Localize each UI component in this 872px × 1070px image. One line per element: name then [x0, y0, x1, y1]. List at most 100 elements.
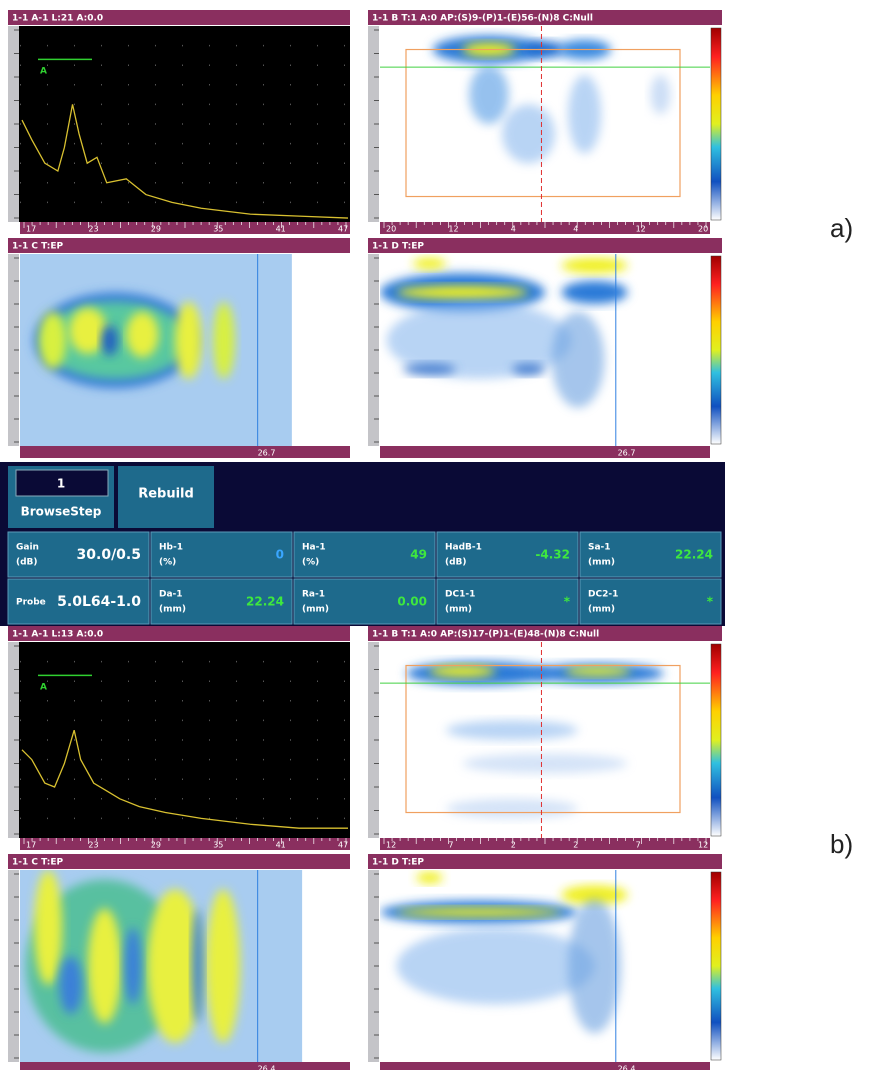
axis-label: 35 [213, 225, 223, 234]
panel-title: 1-1 C T:EP [12, 858, 64, 868]
echo-blob [565, 667, 631, 677]
axis-label: 41 [276, 841, 286, 850]
axis-label: 29 [151, 225, 161, 234]
axis-label: 29 [151, 841, 161, 850]
screenshot: 1-1 A-1 L:21 A:0.0A1723293541471-1 B T:1… [0, 0, 872, 1070]
parameter-label: Hb-1 [159, 543, 183, 553]
cursor-label: 26.4 [258, 1065, 276, 1070]
parameter-value: 49 [410, 548, 427, 562]
panel-title: 1-1 C T:EP [12, 242, 64, 252]
echo-blob [397, 907, 562, 917]
panel-title: 1-1 B T:1 A:0 AP:(S)9-(P)1-(E)56-(N)8 C:… [372, 14, 593, 24]
parameter-label: Da-1 [159, 590, 183, 600]
echo-blob [397, 928, 595, 1005]
echo-blob [192, 908, 203, 1023]
echo-blob [39, 312, 66, 370]
echo-blob [397, 286, 529, 299]
parameter-label: Probe [16, 598, 46, 608]
axis-bar [20, 1062, 350, 1070]
parameter-unit: (%) [302, 558, 319, 568]
parameter-label: Ra-1 [302, 590, 325, 600]
view-label: b) [830, 829, 853, 859]
parameter-value: 0.00 [397, 595, 427, 609]
echo-blob [446, 799, 578, 819]
scan-image [20, 870, 302, 1062]
parameter-unit: (dB) [445, 558, 467, 568]
echo-blob [430, 666, 496, 678]
ascan-plot [8, 26, 350, 222]
echo-blob [206, 889, 240, 1043]
panel-title: 1-1 D T:EP [372, 242, 424, 252]
echo-blob [651, 75, 671, 114]
parameter-cell [580, 579, 721, 624]
parameter-value: -4.32 [535, 548, 570, 562]
echo-blob [102, 325, 118, 356]
scan-image [20, 254, 292, 446]
parameter-label: Sa-1 [588, 543, 611, 553]
axis-bar [380, 1062, 710, 1070]
echo-blob [562, 281, 628, 304]
echo-blob [416, 872, 442, 884]
parameter-unit: (mm) [588, 605, 615, 615]
gate-label: A [40, 67, 47, 77]
parameter-value: 5.0L64-1.0 [57, 594, 141, 610]
axis-label: 47 [338, 225, 348, 234]
echo-blob [34, 870, 62, 985]
axis-label: 17 [26, 225, 36, 234]
color-bar [711, 256, 721, 444]
parameter-unit: (mm) [302, 605, 329, 615]
cursor-label: 26.7 [258, 449, 276, 458]
gate-label: A [40, 683, 47, 693]
axis-label: 4 [511, 225, 516, 234]
axis-label: 4 [573, 225, 578, 234]
parameter-label: DC1-1 [445, 590, 475, 600]
echo-blob [502, 104, 555, 163]
echo-blob [552, 312, 605, 408]
echo-blob [512, 363, 545, 375]
parameter-label: Ha-1 [302, 543, 326, 553]
cursor-label: 26.7 [618, 449, 636, 458]
echo-blob [568, 899, 621, 1033]
axis-label: 20 [386, 225, 396, 234]
echo-blob [446, 720, 578, 740]
echo-blob [403, 363, 456, 375]
panel-title: 1-1 A-1 L:13 A:0.0 [12, 630, 103, 640]
parameter-unit: (mm) [445, 605, 472, 615]
axis-label: 47 [338, 841, 348, 850]
color-bar [711, 872, 721, 1060]
axis-label: 12 [448, 225, 458, 234]
axis-label: 7 [448, 841, 453, 850]
axis-bar [380, 446, 710, 458]
echo-blob [469, 65, 509, 124]
parameter-label: HadB-1 [445, 543, 482, 553]
cursor-label: 26.4 [618, 1065, 636, 1070]
echo-blob [175, 302, 202, 379]
view-label: a) [830, 213, 853, 243]
axis-label: 20 [698, 225, 708, 234]
parameter-value: 22.24 [246, 595, 284, 609]
echo-blob [463, 754, 628, 774]
parameter-label: DC2-1 [588, 590, 618, 600]
color-bar [711, 28, 721, 220]
echo-blob [88, 908, 122, 1023]
axis-label: 12 [636, 225, 646, 234]
parameter-value: 0 [276, 548, 284, 562]
panel-title: 1-1 D T:EP [372, 858, 424, 868]
axis-label: 12 [386, 841, 396, 850]
axis-label: 17 [26, 841, 36, 850]
parameter-unit: (mm) [588, 558, 615, 568]
parameter-label: Gain [16, 543, 39, 553]
parameter-unit: (dB) [16, 558, 38, 568]
axis-bar [20, 446, 350, 458]
step-label: BrowseStep [21, 505, 102, 519]
axis-label: 12 [698, 841, 708, 850]
color-bar [711, 644, 721, 836]
echo-blob [413, 258, 446, 270]
axis-label: 2 [573, 841, 578, 850]
axis-label: 41 [276, 225, 286, 234]
parameter-value: 30.0/0.5 [77, 547, 141, 563]
echo-blob [568, 75, 601, 153]
axis-label: 7 [636, 841, 641, 850]
axis-label: 23 [88, 841, 98, 850]
parameter-cell [151, 532, 292, 577]
